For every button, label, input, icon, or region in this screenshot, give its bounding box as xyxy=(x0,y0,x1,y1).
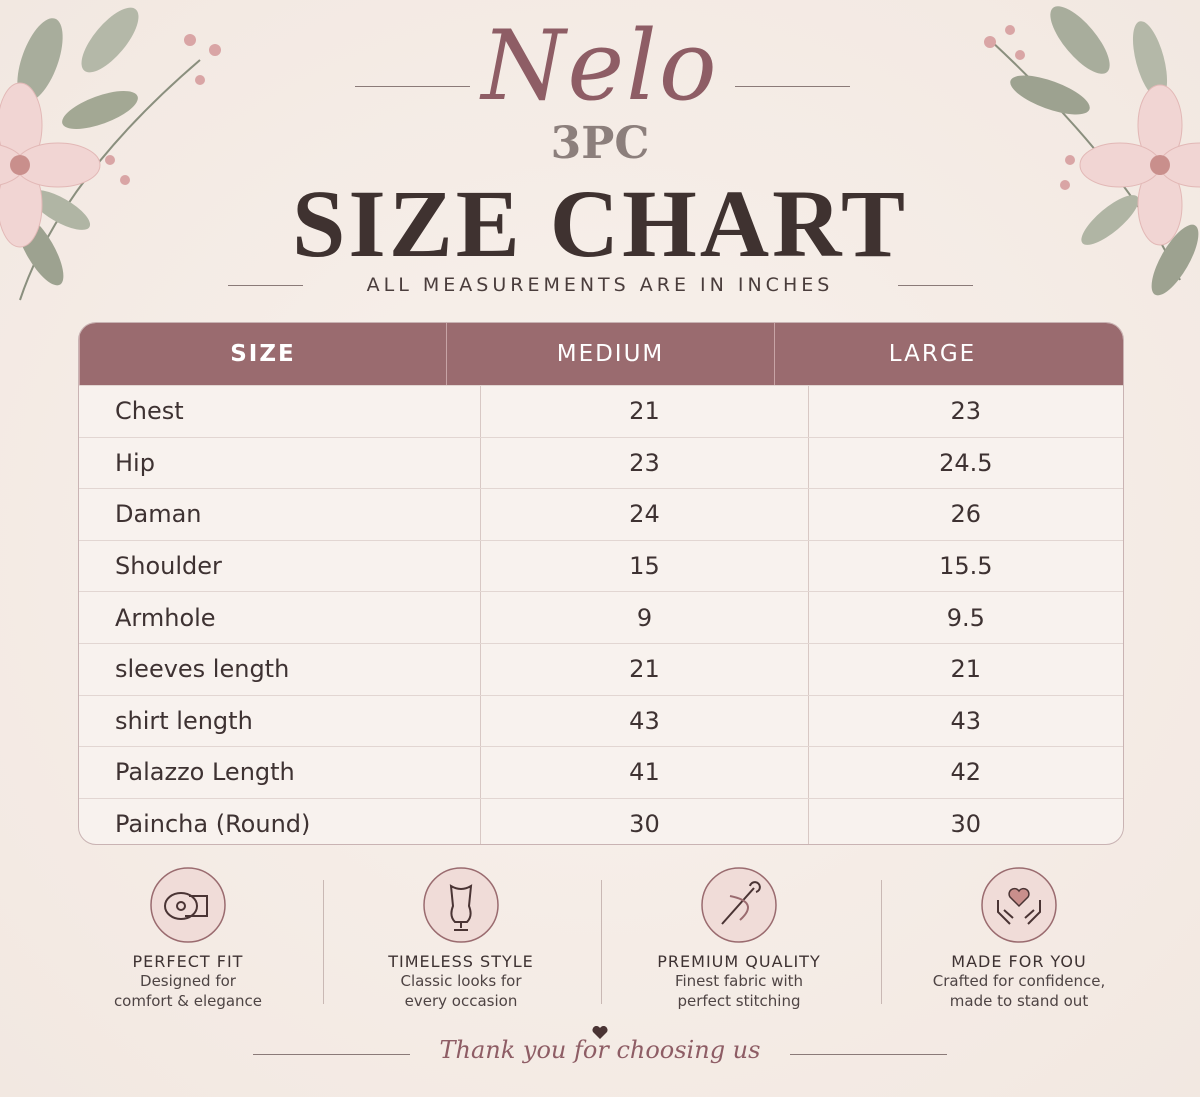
feature: TIMELESS STYLE Classic looks for every occ… xyxy=(326,866,596,1011)
table-row: Palazzo Length 41 42 xyxy=(79,746,1123,798)
cell-value: 9 xyxy=(480,592,807,643)
feature: MADE FOR YOU Crafted for confidence, made … xyxy=(884,866,1154,1011)
row-label: Armhole xyxy=(115,603,216,632)
feature: PERFECT FIT Designed for comfort & eleganc… xyxy=(53,866,323,1011)
row-label: Palazzo Length xyxy=(115,758,295,787)
subtitle: 3PC xyxy=(550,118,650,169)
table-row: sleeves length 21 21 xyxy=(79,642,1123,695)
row-label: Daman xyxy=(115,500,202,529)
rule xyxy=(253,1054,410,1055)
title: SIZE CHART xyxy=(291,170,909,277)
cell-value: 43 xyxy=(480,695,807,747)
rule xyxy=(790,1054,947,1055)
row-label: sleeves length xyxy=(115,655,290,684)
separator xyxy=(881,880,882,1004)
feature-text: Designed for xyxy=(140,972,236,990)
cell-value: 15 xyxy=(480,540,807,592)
cell-value: 9.5 xyxy=(807,592,1123,643)
row-label: Chest xyxy=(115,397,184,426)
feature-title: MADE FOR YOU xyxy=(951,952,1087,971)
column-header: LARGE xyxy=(774,323,1090,385)
size-table: SIZE MEDIUM LARGE Chest 21 23 Hip 23 24.5 Daman 24… xyxy=(78,322,1124,845)
cell-value: 30 xyxy=(807,798,1123,844)
row-label: shirt length xyxy=(115,706,253,735)
separator xyxy=(601,880,602,1004)
cell-value: 23 xyxy=(807,386,1123,437)
header-row: SIZE MEDIUM LARGE xyxy=(79,323,1123,385)
table-row: Armhole 9 9.5 xyxy=(79,591,1123,643)
feature-icon xyxy=(981,867,1057,943)
floral-right xyxy=(984,6,1200,296)
table-row: Chest 21 23 xyxy=(79,385,1123,437)
note: ALL MEASUREMENTS ARE IN INCHES xyxy=(366,274,834,296)
feature-text: comfort & elegance xyxy=(113,992,263,1010)
feature-title: PREMIUM QUALITY xyxy=(657,952,821,971)
feature-icon xyxy=(423,867,499,943)
table-row: Daman 24 26 xyxy=(79,488,1123,540)
table-row: Hip 23 24.5 xyxy=(79,436,1123,489)
row-label: Shoulder xyxy=(115,552,222,581)
floral-left xyxy=(0,7,221,301)
table-row: Paincha (Round) 30 30 xyxy=(79,797,1123,844)
rule xyxy=(898,285,973,286)
rule xyxy=(735,86,850,87)
cell-value: 21 xyxy=(807,643,1123,695)
thanks: Thank you for choosing us xyxy=(439,1036,761,1064)
table-row: shirt length 43 43 xyxy=(79,694,1123,747)
rule xyxy=(355,86,470,87)
cell-value: 21 xyxy=(480,643,807,695)
cell-value: 21 xyxy=(480,386,807,437)
feature-title: TIMELESS STYLE xyxy=(388,952,534,971)
feature-text: every occasion xyxy=(404,992,518,1010)
feature-text: perfect stitching xyxy=(677,992,801,1010)
cell-value: 23 xyxy=(480,437,807,489)
feature-text: Crafted for confidence, xyxy=(932,972,1106,990)
feature-title: PERFECT FIT xyxy=(132,952,244,971)
feature-icon xyxy=(701,867,777,943)
feature-text: Finest fabric with xyxy=(674,972,804,990)
cell-value: 30 xyxy=(480,798,807,844)
cell-value: 41 xyxy=(480,747,807,798)
feature-text: Classic looks for xyxy=(400,972,522,990)
cell-value: 43 xyxy=(807,695,1123,747)
separator xyxy=(323,880,324,1004)
heart xyxy=(592,1026,608,1039)
cell-value: 24 xyxy=(480,489,807,540)
feature-text: made to stand out xyxy=(949,992,1089,1010)
cell-value: 42 xyxy=(807,747,1123,798)
cell-value: 15.5 xyxy=(807,540,1123,592)
row-label: Paincha (Round) xyxy=(115,810,311,839)
row-label: Hip xyxy=(115,448,155,477)
feature-icon xyxy=(150,867,226,943)
column-header: SIZE xyxy=(79,323,446,385)
column-header: MEDIUM xyxy=(446,323,774,385)
table-row: Shoulder 15 15.5 xyxy=(79,539,1123,592)
cell-value: 24.5 xyxy=(807,437,1123,489)
brand: Nelo xyxy=(481,10,719,122)
feature: PREMIUM QUALITY Finest fabric with perfect… xyxy=(604,866,874,1011)
rule xyxy=(228,285,303,286)
cell-value: 26 xyxy=(807,489,1123,540)
